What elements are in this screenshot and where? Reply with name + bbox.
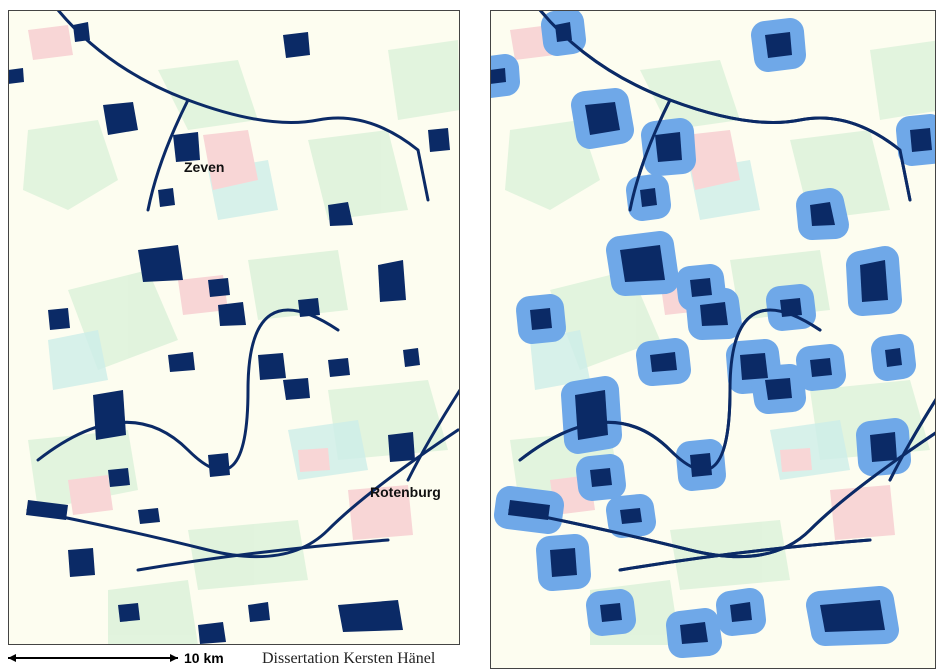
town-label: Rotenburg (370, 484, 441, 500)
right-map (490, 10, 936, 669)
town-label: Zeven (184, 159, 224, 175)
page: Zeven Rotenburg 10 km Dissertation Kerst… (0, 0, 936, 669)
scale-label: 10 km (184, 650, 224, 666)
scale-bar: 10 km (8, 650, 224, 666)
credit: Dissertation Kersten Hänel (262, 650, 436, 667)
left-map: Zeven Rotenburg (8, 10, 468, 669)
